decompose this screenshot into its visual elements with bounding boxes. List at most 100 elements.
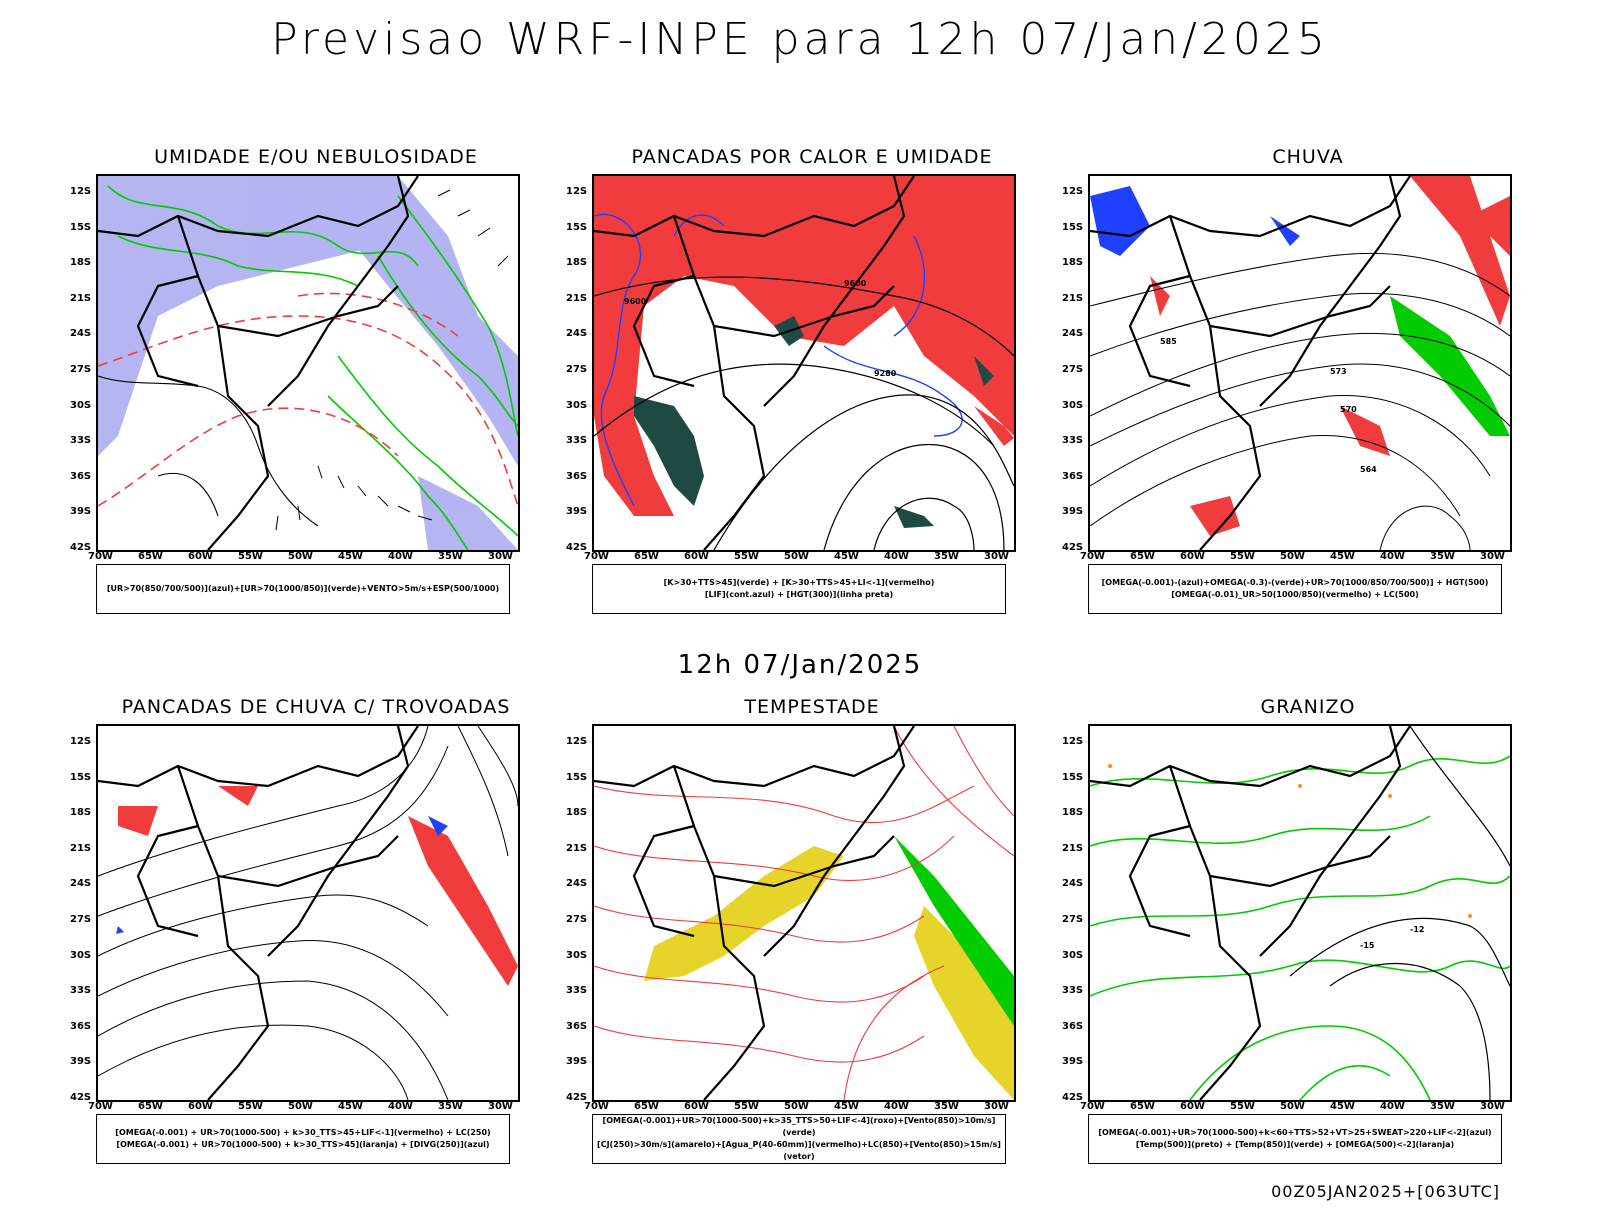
- lat-tick-label: 30S: [1062, 949, 1084, 961]
- lat-tick-label: 27S: [1062, 364, 1084, 375]
- panel-pancadas-calor: PANCADAS POR CALOR E UMIDADE: [552, 146, 1042, 666]
- contour-label: -12: [1410, 925, 1424, 934]
- lat-tick-label: 39S: [566, 1056, 588, 1068]
- map-chuva: 585 573 570 564: [1088, 174, 1512, 552]
- panel-chuva: CHUVA: [1048, 146, 1538, 666]
- contour-label: 9600: [624, 297, 647, 306]
- lat-tick-label: 42S: [566, 1092, 588, 1103]
- legend-box: [OMEGA(-0.001)-(azul)+OMEGA(-0.3)-(verde…: [1088, 564, 1502, 614]
- legend-box: [K>30+TTS>45](verde) + [K>30+TTS>45+LI<-…: [592, 564, 1006, 614]
- lon-tick-label: 40W: [1380, 551, 1405, 562]
- lon-tick-label: 70W: [584, 1101, 609, 1112]
- lon-tick-label: 30W: [1480, 551, 1505, 562]
- lat-tick-label: 21S: [566, 842, 588, 854]
- lat-tick-label: 12S: [70, 186, 92, 197]
- lon-tick-label: 55W: [734, 551, 759, 562]
- lon-tick-label: 45W: [834, 551, 859, 562]
- footer-timestamp: 00Z05JAN2025+[063UTC]: [1271, 1182, 1500, 1201]
- lat-tick-label: 15S: [1062, 221, 1084, 233]
- lon-tick-label: 60W: [1180, 551, 1205, 562]
- lat-tick-label: 15S: [70, 771, 92, 783]
- panel-title: UMIDADE E/OU NEBULOSIDADE: [154, 146, 478, 168]
- lon-tick-label: 55W: [238, 551, 263, 562]
- lat-tick-label: 36S: [566, 470, 588, 482]
- lon-tick-label: 30W: [488, 1101, 513, 1112]
- contour-label: 585: [1160, 337, 1177, 346]
- map-svg: 585 573 570 564: [1090, 176, 1510, 550]
- lat-tick-label: 33S: [70, 985, 92, 997]
- lat-tick-label: 18S: [566, 257, 588, 269]
- lat-tick-label: 15S: [566, 771, 588, 783]
- lat-tick-label: 33S: [1062, 985, 1084, 997]
- lat-tick-label: 18S: [566, 807, 588, 819]
- lon-tick-label: 65W: [634, 551, 659, 562]
- lon-tick-label: 55W: [238, 1101, 263, 1112]
- lon-tick-label: 65W: [634, 1101, 659, 1112]
- lat-tick-label: 33S: [70, 435, 92, 447]
- lat-tick-label: 42S: [1062, 1092, 1084, 1103]
- lon-tick-label: 50W: [1280, 1101, 1305, 1112]
- lon-tick-label: 30W: [488, 551, 513, 562]
- lon-tick-label: 50W: [288, 551, 313, 562]
- lat-tick-label: 42S: [1062, 542, 1084, 553]
- lat-tick-label: 21S: [1062, 842, 1084, 854]
- lon-tick-label: 35W: [438, 1101, 463, 1112]
- lat-tick-label: 30S: [70, 949, 92, 961]
- lon-tick-label: 70W: [1080, 551, 1105, 562]
- legend-box: [UR>70(850/700/500)](azul)+[UR>70(1000/8…: [96, 564, 510, 614]
- lon-tick-label: 50W: [784, 551, 809, 562]
- lon-tick-label: 45W: [834, 1101, 859, 1112]
- lon-tick-label: 55W: [1230, 1101, 1255, 1112]
- map-tempestade: [592, 724, 1016, 1102]
- map-umidade: [96, 174, 520, 552]
- lat-tick-label: 39S: [566, 506, 588, 518]
- lat-tick-label: 27S: [566, 914, 588, 925]
- lat-tick-label: 21S: [70, 292, 92, 304]
- lat-tick-label: 27S: [70, 364, 92, 375]
- panel-title: PANCADAS DE CHUVA C/ TROVOADAS: [121, 696, 511, 718]
- lat-tick-label: 33S: [1062, 435, 1084, 447]
- legend-line: [OMEGA(-0.001)-(azul)+OMEGA(-0.3)-(verde…: [1101, 578, 1489, 587]
- legend-line: [OMEGA(-0.01)_UR>50(1000/850)(vermelho) …: [1171, 590, 1419, 599]
- map-svg: -12 -15: [1090, 726, 1510, 1100]
- lat-tick-label: 36S: [70, 1020, 92, 1032]
- lon-tick-label: 60W: [684, 1101, 709, 1112]
- map-trovoadas: [96, 724, 520, 1102]
- lat-tick-label: 24S: [1062, 878, 1084, 890]
- lat-tick-label: 24S: [566, 328, 588, 340]
- lat-tick-label: 18S: [70, 807, 92, 819]
- contour-label: 564: [1360, 465, 1377, 474]
- lat-tick-label: 27S: [1062, 914, 1084, 925]
- legend-box: [OMEGA(-0.001) + UR>70(1000-500) + k>30_…: [96, 1114, 510, 1164]
- lon-tick-label: 40W: [884, 1101, 909, 1112]
- lat-tick-label: 42S: [566, 542, 588, 553]
- lat-tick-label: 42S: [70, 1092, 92, 1103]
- lat-tick-label: 21S: [1062, 292, 1084, 304]
- legend-line: [K>30+TTS>45](verde) + [K>30+TTS>45+LI<-…: [663, 578, 935, 587]
- lat-tick-label: 36S: [566, 1020, 588, 1032]
- lat-tick-label: 24S: [70, 328, 92, 340]
- map-svg: 9600 9600 9280: [594, 176, 1014, 550]
- lon-tick-label: 55W: [1230, 551, 1255, 562]
- lon-tick-label: 45W: [1330, 551, 1355, 562]
- lon-tick-label: 65W: [1130, 551, 1155, 562]
- lon-tick-label: 70W: [584, 551, 609, 562]
- lat-tick-label: 33S: [566, 985, 588, 997]
- lat-tick-label: 42S: [70, 542, 92, 553]
- lat-tick-label: 39S: [70, 506, 92, 518]
- page-title: Previsao WRF-INPE para 12h 07/Jan/2025: [271, 14, 1329, 65]
- lon-tick-label: 30W: [984, 1101, 1009, 1112]
- lat-tick-label: 30S: [70, 399, 92, 411]
- legend-line: [CJ(250)>30m/s](amarelo)+[Agua_P(40-60mm…: [597, 1140, 1001, 1161]
- lat-tick-label: 12S: [1062, 186, 1084, 197]
- lon-tick-label: 70W: [88, 1101, 113, 1112]
- lat-tick-label: 12S: [1062, 736, 1084, 747]
- lat-tick-label: 39S: [70, 1056, 92, 1068]
- lat-tick-label: 15S: [1062, 771, 1084, 783]
- lon-tick-label: 40W: [388, 1101, 413, 1112]
- lon-tick-label: 30W: [1480, 1101, 1505, 1112]
- panel-title: CHUVA: [1272, 146, 1344, 168]
- lon-tick-label: 40W: [1380, 1101, 1405, 1112]
- lat-tick-label: 18S: [70, 257, 92, 269]
- lat-tick-label: 39S: [1062, 506, 1084, 518]
